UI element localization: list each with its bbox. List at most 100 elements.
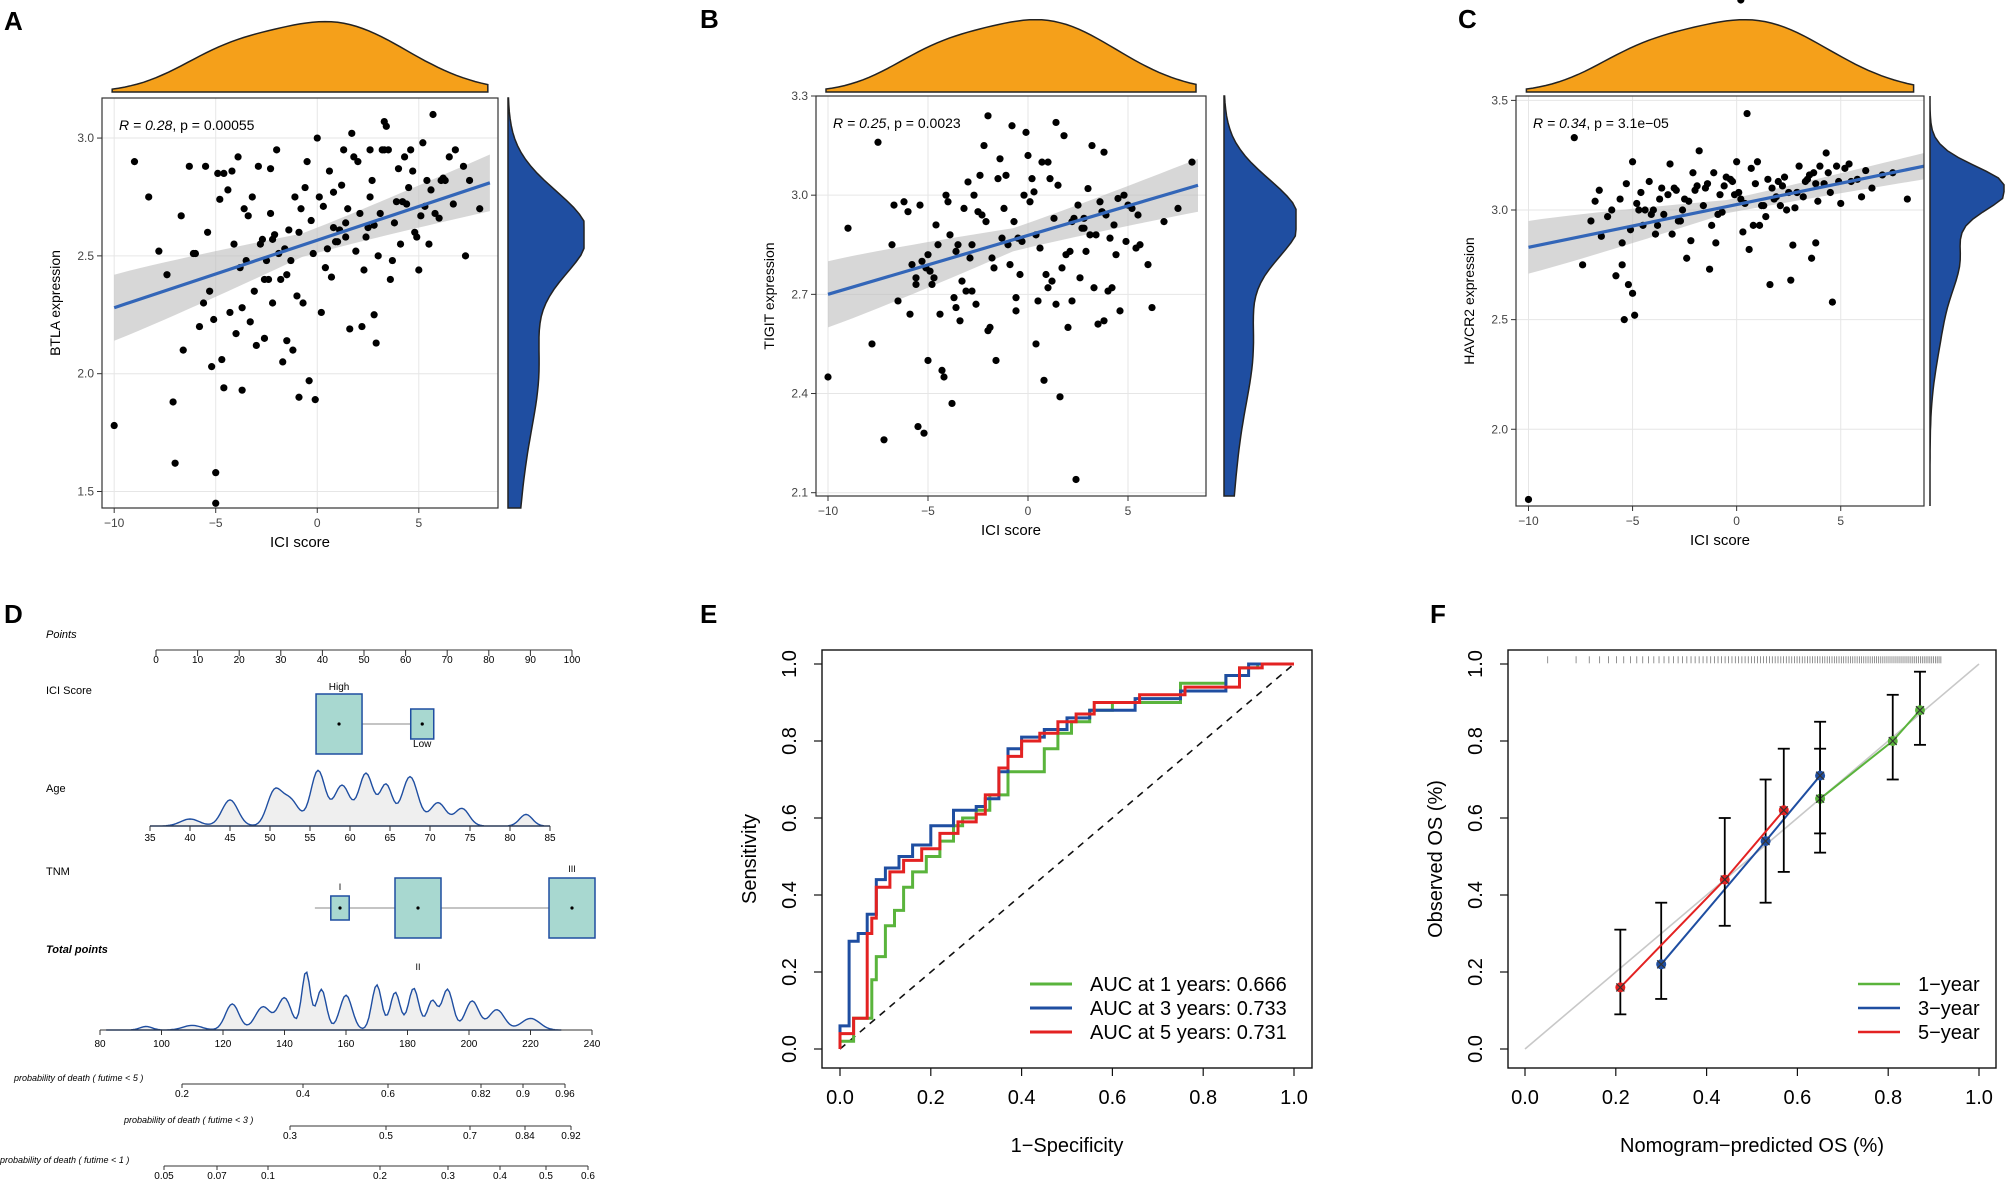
annotation-r: R = 0.25: [833, 115, 887, 131]
x-tick-label: 1.0: [1965, 1087, 1993, 1109]
data-point: [1042, 270, 1050, 279]
data-point: [946, 231, 954, 239]
data-point: [303, 158, 311, 166]
data-point: [1749, 221, 1757, 229]
data-point: [1656, 195, 1664, 203]
calibration-point-cross: [1815, 771, 1825, 781]
x-tick-label: 0.6: [1783, 1087, 1811, 1109]
data-point: [1597, 232, 1605, 240]
data-point: [1685, 197, 1693, 205]
data-point: [1699, 202, 1707, 210]
top-density: [111, 20, 489, 93]
data-point: [163, 271, 171, 279]
x-tick-label: 0.2: [917, 1087, 945, 1109]
data-point: [1108, 284, 1116, 292]
data-point: [325, 167, 334, 175]
data-point: [185, 162, 193, 170]
data-point: [407, 146, 415, 154]
plot-frame: [821, 649, 1313, 1069]
y-tick-label: 2.5: [1491, 313, 1508, 327]
data-point: [287, 256, 295, 265]
data-point: [1658, 184, 1666, 192]
data-point: [360, 266, 368, 274]
data-point: [1094, 320, 1102, 328]
data-point: [906, 310, 914, 318]
data-point: [1134, 211, 1142, 219]
x-tick-label: 1.0: [1280, 1087, 1308, 1109]
data-point: [1054, 181, 1062, 189]
data-point: [912, 274, 920, 282]
data-point: [208, 363, 216, 371]
data-point: [266, 165, 275, 173]
data-point: [920, 429, 928, 437]
data-point: [1766, 280, 1774, 289]
data-point: [1666, 160, 1674, 168]
data-point: [1114, 194, 1122, 203]
data-point: [890, 201, 898, 209]
y-tick-label: 2.0: [77, 367, 94, 381]
data-point: [1822, 149, 1830, 157]
data-point: [1693, 182, 1701, 190]
data-point: [1608, 206, 1616, 214]
data-point: [1733, 158, 1741, 166]
data-point: [942, 191, 950, 199]
data-point: [1618, 261, 1626, 269]
data-point: [974, 208, 982, 216]
data-point: [940, 373, 948, 381]
data-point: [1862, 166, 1870, 175]
age-tick-label: 45: [224, 833, 236, 844]
data-point: [1708, 221, 1716, 229]
data-point: [1096, 198, 1104, 206]
data-point: [1022, 128, 1030, 136]
data-point: [1148, 303, 1156, 312]
data-point: [1768, 184, 1776, 192]
data-point: [419, 139, 427, 147]
data-point: [220, 384, 228, 392]
data-point: [260, 334, 269, 342]
x-tick-label: −10: [104, 516, 125, 530]
annotation-sep: ,: [1586, 115, 1594, 131]
probability-tick-label: 0.96: [555, 1089, 575, 1100]
data-point: [346, 325, 354, 333]
data-point: [1828, 298, 1837, 306]
row-label: Total points: [46, 944, 108, 956]
data-point: [984, 327, 992, 335]
data-point: [1012, 294, 1020, 302]
data-point: [904, 208, 912, 216]
data-point: [271, 231, 279, 239]
data-point: [1628, 158, 1637, 166]
data-point: [279, 358, 287, 366]
data-point: [1637, 188, 1645, 197]
data-point: [960, 204, 968, 212]
regression-line: [113, 181, 491, 310]
data-point: [214, 169, 222, 178]
data-point: [177, 212, 185, 220]
data-point: [212, 499, 220, 507]
correlation-annotation: R = 0.28, p = 0.00055: [119, 117, 255, 133]
age-tick-label: 35: [144, 833, 156, 844]
data-point: [1760, 202, 1768, 210]
data-point: [954, 241, 962, 249]
data-point: [244, 212, 252, 220]
age-tick-label: 40: [184, 833, 196, 844]
data-point: [1726, 175, 1735, 183]
data-point: [352, 247, 360, 255]
data-point: [1628, 289, 1637, 297]
y-tick-label: 1.5: [77, 485, 94, 499]
age-tick-label: 70: [424, 833, 436, 844]
y-tick-label: 0.8: [1465, 727, 1487, 755]
probability-tick-label: 0.5: [379, 1131, 393, 1142]
data-point: [338, 181, 346, 189]
data-point: [982, 218, 990, 226]
correlation-annotation: R = 0.25, p = 0.0023: [833, 115, 961, 131]
data-point: [390, 219, 399, 227]
data-point: [1038, 158, 1046, 166]
data-point: [423, 176, 431, 185]
data-point: [1100, 317, 1108, 325]
data-point: [952, 303, 960, 312]
data-point: [315, 193, 323, 201]
data-point: [309, 249, 317, 258]
data-point: [372, 339, 380, 347]
panel-d-nomogram: D Points 0 10 20 30 40 50 60 70 80 90 100 ICI Score Hi…: [0, 599, 601, 1182]
right-density: [507, 97, 585, 509]
